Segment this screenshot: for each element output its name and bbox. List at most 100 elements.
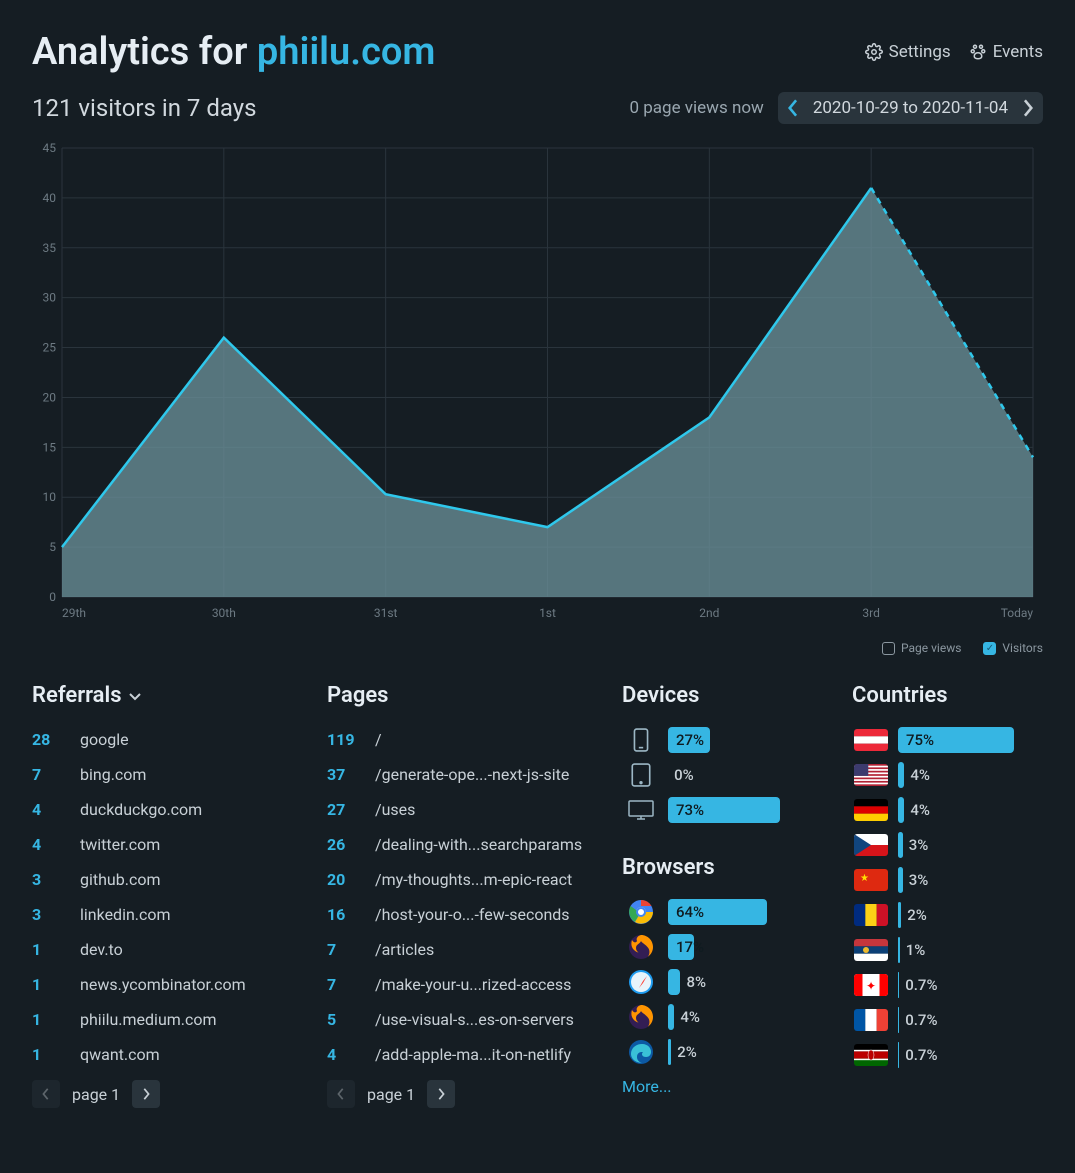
legend-visitors-label: Visitors bbox=[1002, 641, 1043, 655]
country-row[interactable]: 4% bbox=[852, 757, 1052, 792]
referral-label: twitter.com bbox=[80, 835, 160, 854]
page-row[interactable]: 5 /use-visual-s...es-on-servers bbox=[327, 1002, 592, 1037]
browser-row[interactable]: 2% bbox=[622, 1034, 822, 1069]
page-label: /articles bbox=[375, 940, 434, 959]
country-icon bbox=[852, 1007, 890, 1033]
referrals-prev-button[interactable] bbox=[32, 1080, 60, 1108]
prev-range-button[interactable] bbox=[788, 99, 799, 117]
countries-heading: Countries bbox=[852, 683, 1052, 708]
referral-count: 4 bbox=[32, 800, 62, 819]
svg-text:1st: 1st bbox=[539, 606, 556, 620]
country-icon bbox=[852, 1042, 890, 1068]
referrals-heading[interactable]: Referrals bbox=[32, 683, 297, 708]
browser-pct: 4% bbox=[680, 1004, 700, 1030]
referrals-next-button[interactable] bbox=[132, 1080, 160, 1108]
referral-row[interactable]: 28 google bbox=[32, 722, 297, 757]
referral-label: news.ycombinator.com bbox=[80, 975, 246, 994]
referral-label: bing.com bbox=[80, 765, 146, 784]
page-row[interactable]: 26 /dealing-with...searchparams bbox=[327, 827, 592, 862]
events-label: Events bbox=[993, 42, 1043, 62]
referral-row[interactable]: 3 github.com bbox=[32, 862, 297, 897]
date-range-picker[interactable]: 2020-10-29 to 2020-11-04 bbox=[778, 92, 1043, 124]
country-row[interactable]: ★ 3% bbox=[852, 862, 1052, 897]
page-row[interactable]: 27 /uses bbox=[327, 792, 592, 827]
page-row[interactable]: 7 /make-your-u...rized-access bbox=[327, 967, 592, 1002]
svg-text:15: 15 bbox=[43, 440, 57, 454]
browser-row[interactable]: 8% bbox=[622, 964, 822, 999]
referral-row[interactable]: 4 duckduckgo.com bbox=[32, 792, 297, 827]
pages-prev-button[interactable] bbox=[327, 1080, 355, 1108]
country-pct: 0.7% bbox=[905, 1007, 937, 1033]
referral-row[interactable]: 7 bing.com bbox=[32, 757, 297, 792]
page-label: /generate-ope...-next-js-site bbox=[375, 765, 569, 784]
settings-link[interactable]: Settings bbox=[865, 42, 951, 62]
browser-icon bbox=[622, 899, 660, 925]
country-icon bbox=[852, 762, 890, 788]
browser-row[interactable]: 17% bbox=[622, 929, 822, 964]
browser-pct: 2% bbox=[677, 1039, 697, 1065]
country-icon: ★ bbox=[852, 867, 890, 893]
browsers-more-link[interactable]: More... bbox=[622, 1077, 672, 1096]
page-row[interactable]: 20 /my-thoughts...m-epic-react bbox=[327, 862, 592, 897]
referral-row[interactable]: 1 news.ycombinator.com bbox=[32, 967, 297, 1002]
referral-label: phiilu.medium.com bbox=[80, 1010, 217, 1029]
country-icon bbox=[852, 832, 890, 858]
page-label: /uses bbox=[375, 800, 415, 819]
country-row[interactable]: ✦ 0.7% bbox=[852, 967, 1052, 1002]
page-row[interactable]: 16 /host-your-o...-few-seconds bbox=[327, 897, 592, 932]
page-label: /my-thoughts...m-epic-react bbox=[375, 870, 572, 889]
country-icon: ✦ bbox=[852, 972, 890, 998]
referral-label: dev.to bbox=[80, 940, 123, 959]
checkbox-icon bbox=[882, 642, 895, 655]
page-row[interactable]: 7 /articles bbox=[327, 932, 592, 967]
device-row[interactable]: 0% bbox=[622, 757, 822, 792]
device-icon bbox=[622, 797, 660, 823]
pages-heading: Pages bbox=[327, 683, 592, 708]
page-count: 7 bbox=[327, 940, 357, 959]
events-link[interactable]: Events bbox=[969, 42, 1043, 62]
referral-count: 1 bbox=[32, 940, 62, 959]
country-icon bbox=[852, 797, 890, 823]
country-row[interactable]: 3% bbox=[852, 827, 1052, 862]
country-row[interactable]: 4% bbox=[852, 792, 1052, 827]
referral-row[interactable]: 1 phiilu.medium.com bbox=[32, 1002, 297, 1037]
chevron-down-icon bbox=[128, 689, 142, 703]
svg-text:30: 30 bbox=[43, 291, 57, 305]
page-label: / bbox=[375, 730, 382, 749]
browser-row[interactable]: 4% bbox=[622, 999, 822, 1034]
legend-visitors[interactable]: ✓ Visitors bbox=[983, 641, 1043, 655]
browser-icon bbox=[622, 969, 660, 995]
country-row[interactable]: 2% bbox=[852, 897, 1052, 932]
country-row[interactable]: 0.7% bbox=[852, 1002, 1052, 1037]
country-row[interactable]: 1% bbox=[852, 932, 1052, 967]
page-count: 7 bbox=[327, 975, 357, 994]
country-icon bbox=[852, 727, 890, 753]
gear-icon bbox=[865, 43, 883, 61]
country-icon bbox=[852, 937, 890, 963]
country-row[interactable]: 75% bbox=[852, 722, 1052, 757]
browser-pct: 17% bbox=[676, 934, 704, 960]
browser-row[interactable]: 64% bbox=[622, 894, 822, 929]
page-row[interactable]: 4 /add-apple-ma...it-on-netlify bbox=[327, 1037, 592, 1072]
devices-section: Devices 27% 0% 73% bbox=[622, 683, 822, 827]
next-range-button[interactable] bbox=[1022, 99, 1033, 117]
device-pct: 27% bbox=[676, 727, 704, 753]
country-row[interactable]: 0.7% bbox=[852, 1037, 1052, 1072]
domain-link[interactable]: phiilu.com bbox=[257, 30, 436, 74]
page-row[interactable]: 37 /generate-ope...-next-js-site bbox=[327, 757, 592, 792]
page-row[interactable]: 119 / bbox=[327, 722, 592, 757]
svg-text:35: 35 bbox=[43, 241, 57, 255]
legend-pageviews[interactable]: Page views bbox=[882, 641, 961, 655]
device-row[interactable]: 73% bbox=[622, 792, 822, 827]
page-count: 16 bbox=[327, 905, 357, 924]
device-icon bbox=[622, 762, 660, 788]
country-pct: 4% bbox=[910, 762, 930, 788]
referral-count: 1 bbox=[32, 1045, 62, 1064]
referral-row[interactable]: 1 qwant.com bbox=[32, 1037, 297, 1072]
paw-icon bbox=[969, 43, 987, 61]
referral-row[interactable]: 4 twitter.com bbox=[32, 827, 297, 862]
pages-next-button[interactable] bbox=[427, 1080, 455, 1108]
device-row[interactable]: 27% bbox=[622, 722, 822, 757]
referral-row[interactable]: 3 linkedin.com bbox=[32, 897, 297, 932]
referral-row[interactable]: 1 dev.to bbox=[32, 932, 297, 967]
